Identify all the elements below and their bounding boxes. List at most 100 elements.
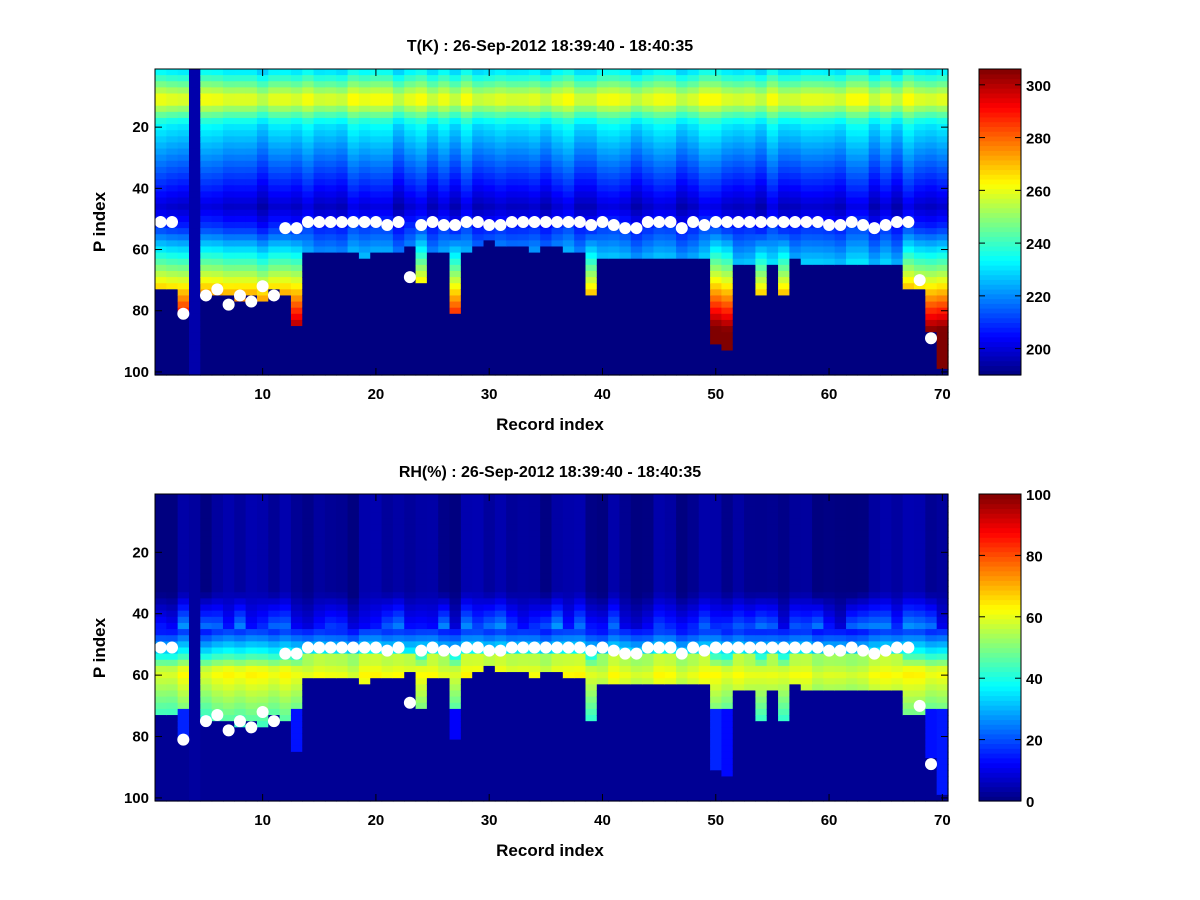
heat-cell <box>789 191 802 199</box>
heat-cell <box>358 124 371 131</box>
heat-cell <box>313 586 326 593</box>
heat-cell <box>438 561 451 569</box>
heat-cell <box>313 246 326 254</box>
heat-cell <box>891 228 904 235</box>
heat-cell <box>551 289 564 297</box>
heat-cell <box>188 117 201 125</box>
heat-cell <box>642 356 655 364</box>
heat-cell <box>188 635 201 642</box>
heat-cell <box>449 142 462 150</box>
heat-cell <box>710 142 723 150</box>
heat-cell <box>766 277 779 284</box>
heat-cell <box>902 93 915 101</box>
heat-cell <box>925 75 938 82</box>
heat-cell <box>370 307 383 315</box>
heat-cell <box>302 99 315 107</box>
heat-cell <box>936 240 949 248</box>
heat-cell <box>766 173 779 180</box>
heat-cell <box>426 81 439 88</box>
heat-cell <box>188 197 201 205</box>
heat-cell <box>721 289 734 297</box>
heat-cell <box>222 653 235 661</box>
heat-cell <box>336 788 349 796</box>
heat-cell <box>506 307 519 315</box>
heat-cell <box>664 191 677 199</box>
heat-cell <box>358 209 371 217</box>
heat-cell <box>755 69 768 76</box>
heat-cell <box>936 142 949 150</box>
heat-cell <box>676 289 689 297</box>
heat-cell <box>211 678 224 685</box>
heat-cell <box>642 368 655 376</box>
heat-cell <box>415 530 428 538</box>
heat-cell <box>710 289 723 297</box>
heat-cell <box>868 270 881 278</box>
heat-cell <box>914 87 926 95</box>
heat-cell <box>540 203 553 211</box>
heat-cell <box>290 160 303 168</box>
heat-cell <box>562 87 575 95</box>
heat-cell <box>608 270 621 278</box>
heat-cell <box>925 111 938 119</box>
heat-cell <box>381 179 394 186</box>
heat-cell <box>528 344 541 352</box>
heat-cell <box>177 727 190 735</box>
heat-cell <box>177 75 190 82</box>
heat-cell <box>200 136 213 144</box>
heat-cell <box>925 105 938 113</box>
heat-cell <box>245 543 258 550</box>
heat-cell <box>755 99 768 107</box>
heat-cell <box>347 368 360 376</box>
heat-cell <box>902 252 915 260</box>
heat-cell <box>313 610 326 618</box>
heat-cell <box>256 81 269 88</box>
marker-point <box>698 219 711 232</box>
heat-cell <box>800 356 813 364</box>
heat-cell <box>256 616 269 624</box>
heat-cell <box>778 264 790 272</box>
heat-cell <box>698 277 711 284</box>
heat-cell <box>608 368 621 376</box>
heat-cell <box>891 136 904 144</box>
heat-cell <box>200 99 213 107</box>
heat-cell <box>653 295 666 303</box>
heat-cell <box>630 99 643 107</box>
heat-cell <box>800 99 813 107</box>
heat-cell <box>211 770 224 778</box>
heat-cell <box>710 307 723 315</box>
heat-cell <box>290 672 303 679</box>
heat-cell <box>460 124 473 131</box>
heat-cell <box>642 289 655 297</box>
heat-cell <box>279 166 292 174</box>
heat-cell <box>222 665 235 673</box>
heat-cell <box>256 215 269 223</box>
heat-cell <box>347 81 360 88</box>
heat-cell <box>880 344 892 352</box>
heat-cell <box>324 240 337 248</box>
heat-cell <box>313 283 326 290</box>
heat-cell <box>676 203 689 211</box>
marker-point <box>369 216 382 228</box>
heat-cell <box>313 326 326 333</box>
heat-cell <box>710 301 723 309</box>
heat-cell <box>494 228 507 235</box>
heat-cell <box>290 148 303 156</box>
heat-cell <box>358 543 371 550</box>
heat-cell <box>222 81 235 88</box>
heat-cell <box>302 289 315 297</box>
heat-cell <box>574 93 587 101</box>
heat-cell <box>222 690 235 698</box>
heat-cell <box>710 99 723 107</box>
heat-cell <box>155 524 167 532</box>
heat-cell <box>721 111 734 119</box>
heat-cell <box>188 764 201 771</box>
heat-cell <box>653 228 666 235</box>
heat-cell <box>370 130 383 137</box>
heat-cell <box>336 598 349 606</box>
heat-cell <box>279 764 292 771</box>
colorbar-segment <box>979 188 1021 194</box>
heat-cell <box>279 307 292 315</box>
heat-cell <box>857 326 870 333</box>
heat-cell <box>313 313 326 321</box>
